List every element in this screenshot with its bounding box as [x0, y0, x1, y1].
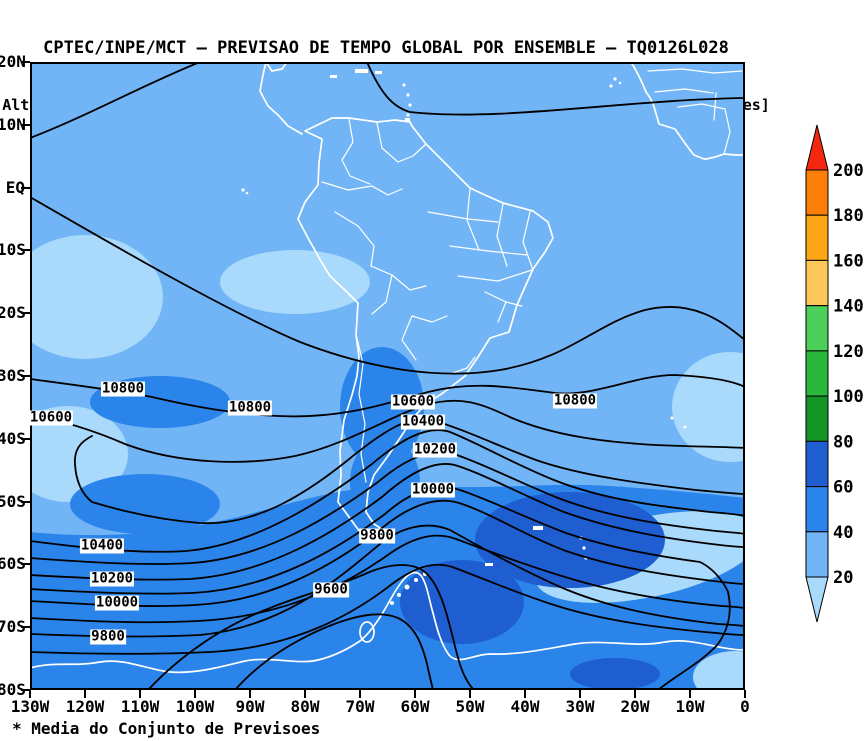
lat-tick-label: 10N — [0, 114, 26, 134]
lat-tick — [21, 500, 30, 503]
contour-label: 10000 — [410, 481, 456, 498]
map-frame — [30, 62, 745, 690]
lat-tick — [21, 437, 30, 440]
lat-tick-label: 60S — [0, 554, 26, 574]
lon-tick — [469, 690, 471, 698]
colorbar-tick-label: 80 — [833, 432, 853, 452]
lat-tick — [21, 689, 30, 691]
lon-tick — [139, 690, 141, 698]
contour-label: 10600 — [28, 409, 74, 426]
lat-tick — [21, 375, 30, 377]
lon-tick-label: 50W — [455, 697, 485, 716]
colorbar-tick-label: 100 — [833, 387, 864, 407]
contour-label: 10800 — [100, 380, 146, 397]
contour-label: 10800 — [552, 392, 598, 409]
lon-tick-label: 120W — [65, 697, 105, 716]
colorbar-tick-label: 160 — [833, 251, 864, 271]
lon-tick — [689, 690, 691, 698]
chart-title: CPTEC/INPE/MCT – PREVISAO DE TEMPO GLOBA… — [43, 38, 729, 58]
lon-tick — [304, 690, 306, 698]
lat-tick — [21, 312, 30, 315]
lon-tick — [249, 690, 251, 698]
lon-tick — [744, 690, 746, 698]
lat-tick-label: 20S — [0, 303, 26, 323]
lon-tick — [414, 690, 416, 698]
contour-label: 10200 — [412, 441, 458, 458]
colorbar-tick-label: 60 — [833, 478, 853, 498]
lat-tick-label: 50S — [0, 491, 26, 511]
lon-tick-label: 0 — [740, 697, 750, 716]
colorbar-tick-label: 20 — [833, 568, 853, 588]
lon-tick-label: 10W — [675, 697, 705, 716]
map-plot-area: 10800 10800 10800 10600 10600 10400 10400 10200… — [28, 62, 745, 690]
lat-tick — [21, 186, 30, 189]
lon-tick-label: 70W — [345, 697, 375, 716]
contour-label: 9800 — [359, 527, 395, 544]
lat-tick — [21, 249, 30, 252]
lon-tick-label: 30W — [565, 697, 595, 716]
colorbar-tick-label: 120 — [833, 342, 864, 362]
contour-label: 9800 — [90, 628, 126, 645]
contour-label: 10600 — [390, 393, 436, 410]
lat-tick-label: 80S — [0, 680, 26, 699]
lon-tick — [524, 690, 526, 698]
lon-tick — [579, 690, 581, 698]
lat-tick-label: 70S — [0, 617, 26, 637]
lat-tick — [21, 123, 30, 126]
lon-tick-label: 60W — [400, 697, 430, 716]
colorbar-tick-label: 200 — [833, 161, 864, 181]
contour-label: 10400 — [400, 413, 446, 430]
lon-tick — [84, 690, 86, 698]
lon-tick-label: 110W — [120, 697, 160, 716]
footnote: * Media do Conjunto de Previsoes — [12, 719, 321, 738]
lat-tick — [21, 563, 30, 566]
spread-colorbar-legend: 200 180 160 140 120 100 80 60 40 20 — [800, 118, 865, 633]
colorbar-tick-label: 180 — [833, 206, 864, 226]
colorbar-tick-label: 140 — [833, 297, 864, 317]
lat-tick-label: 10S — [0, 240, 26, 260]
lon-tick-label: 40W — [510, 697, 540, 716]
contour-label: 10200 — [89, 570, 135, 587]
lat-tick-label: 30S — [0, 366, 26, 385]
lon-tick — [359, 690, 361, 698]
contour-label: 10000 — [94, 594, 140, 611]
lat-tick-label: EQ — [5, 177, 25, 197]
lat-tick — [21, 61, 30, 63]
lat-tick — [21, 626, 30, 629]
lon-tick-label: 130W — [10, 697, 50, 716]
lon-tick — [634, 690, 636, 698]
lon-tick — [194, 690, 196, 698]
map-canvas — [30, 62, 745, 690]
contour-label: 10800 — [227, 399, 273, 416]
lat-tick-label: 40S — [0, 428, 26, 448]
lon-tick-label: 80W — [290, 697, 320, 716]
lon-tick-label: 100W — [175, 697, 215, 716]
colorbar-tick-label: 40 — [833, 523, 853, 543]
contour-label: 10400 — [79, 537, 125, 554]
lon-tick-label: 90W — [235, 697, 265, 716]
lat-tick-label: 20N — [0, 52, 26, 71]
lon-tick-label: 20W — [620, 697, 650, 716]
contour-label: 9600 — [313, 581, 349, 598]
lon-tick — [29, 690, 31, 698]
